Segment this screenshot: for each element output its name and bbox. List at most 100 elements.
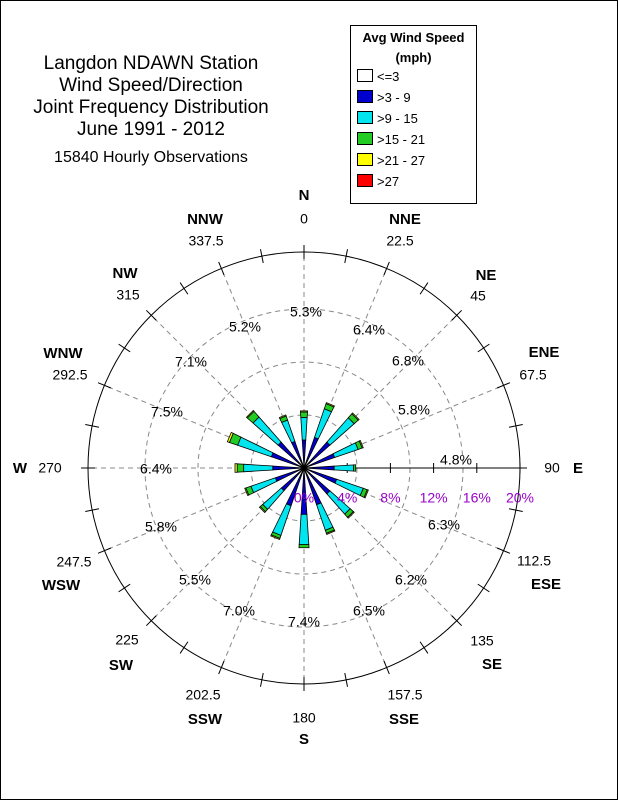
radial-tick-label: 8%	[380, 490, 400, 506]
sector-total-SE: 6.2%	[395, 572, 427, 588]
circle-tick	[508, 424, 523, 428]
sector-total-NNE: 6.4%	[353, 322, 385, 338]
legend: Avg Wind Speed (mph) <=3 >3 - 9 >9 - 15 …	[350, 25, 477, 204]
bar-NNE-bin-4	[325, 402, 335, 408]
bar-E-bin-3	[353, 464, 357, 472]
bar-N-bin-2	[300, 416, 308, 441]
sector-total-WSW: 5.8%	[145, 519, 177, 535]
sector-total-NE: 6.8%	[392, 353, 424, 369]
legend-label: >3 - 9	[377, 90, 411, 105]
circle-tick	[477, 343, 490, 353]
direction-label-NNW: NNW	[187, 211, 224, 228]
subtitle: 15840 Hourly Observations	[54, 149, 248, 166]
circle-tick	[97, 547, 112, 554]
bar-ESE-bin-4	[363, 489, 369, 499]
bar-NNW-bin-2	[281, 419, 296, 444]
degree-label-ENE: 67.5	[519, 367, 546, 383]
bar-W-bin-4	[234, 463, 238, 473]
radial-tick-label: 4%	[337, 490, 357, 506]
radial-tick-label: 16%	[463, 490, 491, 506]
circle-tick	[97, 382, 112, 389]
sector-total-NNW: 5.2%	[229, 319, 261, 335]
legend-item-9-15: >9 - 15	[357, 111, 418, 126]
bar-NNW-bin-4	[278, 414, 287, 420]
legend-title-2: (mph)	[395, 50, 432, 65]
degree-label-SSW: 202.5	[185, 687, 220, 703]
bar-SW-bin-2	[262, 487, 285, 510]
bar-N-bin-4	[299, 410, 309, 413]
degree-label-SE: 135	[470, 633, 494, 649]
circle-tick	[218, 261, 225, 276]
direction-label-SW: SW	[109, 657, 134, 674]
legend-item-calm: <=3	[357, 69, 399, 84]
legend-swatch	[357, 90, 373, 103]
sector-total-W: 6.4%	[140, 461, 172, 477]
sector-total-NW: 7.1%	[175, 354, 207, 370]
degree-label-WSW: 247.5	[56, 554, 91, 570]
bar-SE-bin-4	[347, 511, 355, 519]
direction-label-SE: SE	[482, 656, 502, 673]
bar-SSE-bin-4	[325, 529, 336, 535]
circle-tick	[344, 672, 348, 687]
direction-label-S: S	[299, 731, 309, 748]
degree-label-N: 0	[300, 211, 308, 227]
direction-label-SSW: SSW	[188, 711, 223, 728]
title-line-1: Langdon NDAWN Station	[43, 53, 259, 74]
legend-item-3-9: >3 - 9	[357, 90, 411, 105]
circle-tick	[496, 547, 511, 554]
sector-total-ESE: 6.3%	[428, 517, 460, 533]
circle-tick	[145, 615, 157, 627]
circle-tick	[145, 309, 157, 321]
bar-ENE-bin-2	[332, 442, 359, 459]
legend-swatch	[357, 153, 373, 166]
degree-label-ESE: 112.5	[517, 553, 551, 569]
direction-label-NNE: NNE	[389, 211, 421, 228]
bar-S-bin-2	[298, 513, 310, 545]
radial-tick-label: 12%	[420, 490, 448, 506]
circle-tick	[85, 508, 100, 512]
title-line-2: Wind Speed/Direction	[59, 75, 243, 96]
bar-E-bin-2	[333, 464, 354, 472]
bar-NW-bin-4	[245, 409, 255, 419]
degree-label-NNE: 22.5	[386, 233, 413, 249]
bar-N-bin-3	[300, 411, 308, 418]
bar-E-bin-1	[305, 465, 335, 471]
bar-NW-bin-2	[252, 416, 282, 446]
bar-NE-bin-4	[351, 412, 360, 421]
legend-item-15-21: >15 - 21	[357, 132, 426, 147]
legend-label: >15 - 21	[377, 132, 426, 147]
circle-tick	[260, 672, 264, 687]
degree-label-SW: 225	[115, 632, 139, 648]
sector-total-S: 7.4%	[288, 614, 320, 630]
sector-total-WNW: 7.5%	[151, 404, 183, 420]
circle-tick	[260, 249, 264, 264]
circle-tick	[451, 309, 463, 321]
circle-tick	[179, 282, 189, 295]
bar-W-bin-1	[272, 465, 303, 471]
bar-SSW-bin-2	[272, 503, 292, 536]
title-line-3: Joint Frequency Distribution	[33, 97, 269, 118]
bar-WSW-bin-4	[244, 487, 250, 497]
circle-tick	[118, 343, 131, 353]
direction-label-NW: NW	[113, 265, 139, 282]
circle-tick	[344, 249, 348, 264]
sector-total-ENE: 5.8%	[398, 402, 430, 418]
sector-total-SW: 5.5%	[179, 572, 211, 588]
legend-swatch	[357, 111, 373, 124]
sector-total-SSW: 7.0%	[223, 603, 255, 619]
radial-tick-label: 20%	[506, 490, 534, 506]
bar-NE-bin-2	[326, 417, 355, 446]
circle-tick	[419, 282, 429, 295]
direction-label-E: E	[573, 460, 583, 477]
legend-title-1: Avg Wind Speed	[362, 30, 465, 45]
bar-SSW-bin-4	[270, 534, 281, 541]
circle-tick	[477, 583, 490, 593]
direction-label-ESE: ESE	[531, 576, 561, 593]
circle-tick	[179, 641, 189, 654]
circle-tick	[118, 583, 131, 593]
legend-item-21-27: >21 - 27	[357, 153, 425, 168]
degree-label-S: 180	[292, 710, 316, 726]
bar-W-bin-3	[236, 463, 245, 473]
